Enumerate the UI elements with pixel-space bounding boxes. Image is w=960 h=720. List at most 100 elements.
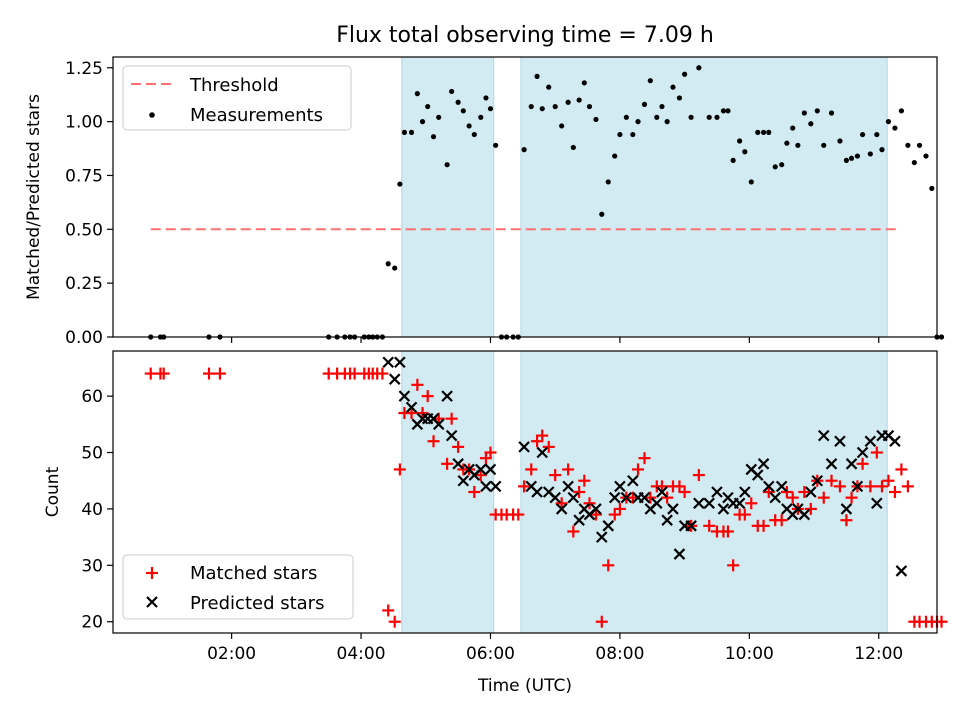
- predicted-star-stroke-b: [398, 390, 411, 402]
- predicted-star-point: [651, 497, 663, 510]
- predicted-star-point: [673, 548, 686, 560]
- measurement-point: [821, 142, 827, 148]
- predicted-star-stroke-b: [578, 503, 591, 515]
- matched-star-point: [703, 519, 716, 532]
- measurement-point: [647, 78, 653, 84]
- predicted-star-stroke-b: [489, 480, 502, 493]
- predicted-star-point: [474, 463, 487, 476]
- predicted-star-stroke-b: [871, 497, 883, 510]
- predicted-star-stroke-b: [798, 508, 811, 521]
- predicted-star-stroke-b: [805, 486, 817, 498]
- matched-star-point: [613, 502, 626, 515]
- matched-star-point: [655, 480, 668, 493]
- predicted-star-stroke-b: [620, 491, 633, 504]
- predicted-star-stroke-b: [673, 548, 686, 560]
- predicted-star-stroke-b: [525, 480, 538, 493]
- matched-star-point: [441, 457, 454, 470]
- measurement-point: [397, 181, 403, 187]
- matched-star-point: [608, 508, 621, 521]
- measurement-point: [670, 84, 676, 90]
- predicted-star-point: [596, 531, 608, 543]
- bottom-axes-frame: [112, 350, 938, 634]
- measurement-point: [808, 121, 814, 127]
- measurement-point: [848, 155, 855, 161]
- predicted-star-stroke-b: [840, 503, 853, 515]
- predicted-star-stroke-b: [405, 401, 418, 414]
- predicted-star-stroke-b: [722, 491, 734, 504]
- measurement-point: [760, 129, 767, 135]
- predicted-star-stroke-b: [851, 480, 864, 493]
- predicted-star-stroke-b: [474, 463, 487, 476]
- predicted-star-stroke-b: [536, 446, 549, 459]
- matched-star-point: [202, 367, 215, 380]
- predicted-star-stroke-b: [531, 486, 543, 498]
- measurement-point: [605, 179, 611, 185]
- matched-star-point: [895, 463, 908, 476]
- measurement-point: [867, 151, 873, 157]
- measurement-point: [706, 114, 712, 120]
- measurement-point: [676, 95, 683, 101]
- measurement-point: [586, 103, 593, 110]
- measurement-point: [885, 119, 892, 125]
- measurement-point: [688, 114, 694, 120]
- predicted-star-stroke-b: [432, 418, 445, 431]
- predicted-star-stroke-b: [693, 497, 705, 510]
- measurement-point: [766, 129, 772, 135]
- measurement-point: [460, 108, 466, 114]
- predicted-star-stroke-b: [394, 356, 406, 369]
- predicted-star-stroke-b: [757, 458, 770, 470]
- predicted-star-stroke-b: [627, 474, 639, 487]
- x-axis-label: Time (UTC): [477, 676, 572, 696]
- y-tick-label: 20: [81, 613, 103, 633]
- predicted-star-point: [441, 390, 453, 402]
- predicted-star-point: [757, 458, 770, 470]
- measurement-point: [814, 108, 820, 114]
- predicted-star-stroke-b: [638, 491, 651, 504]
- predicted-star-stroke-b: [769, 491, 781, 504]
- predicted-star-point: [602, 520, 615, 532]
- matched-star-point: [474, 469, 487, 482]
- matched-star-point: [416, 407, 429, 420]
- measurement-point: [493, 142, 499, 148]
- measurement-point: [801, 110, 807, 116]
- predicted-star-stroke-b: [463, 463, 475, 476]
- matched-star-point: [856, 457, 869, 470]
- matched-star-point: [888, 486, 901, 498]
- measurement-point: [528, 103, 534, 110]
- measurement-point: [385, 261, 391, 267]
- x-tick-label: 06:00: [466, 644, 515, 664]
- measurement-point: [559, 123, 565, 129]
- predicted-star-stroke-b: [382, 356, 395, 369]
- predicted-star-stroke-b: [733, 497, 746, 510]
- measurement-point: [843, 157, 850, 163]
- predicted-star-stroke-b: [452, 458, 464, 470]
- measurement-point: [599, 211, 605, 217]
- shaded-interval-1: [520, 56, 888, 338]
- measurement-point: [570, 144, 576, 151]
- measurement-point: [455, 99, 461, 105]
- measurement-point: [730, 157, 736, 163]
- y-tick-label: 0.00: [65, 328, 103, 348]
- predicted-star-stroke-b: [573, 514, 585, 526]
- predicted-star-stroke-b: [739, 486, 751, 498]
- predicted-star-stroke-b: [864, 435, 877, 448]
- matched-star-point: [875, 480, 888, 493]
- matched-star-point: [804, 502, 817, 515]
- measurement-point: [419, 119, 426, 125]
- measurement-point: [911, 159, 917, 166]
- measurement-point: [612, 153, 618, 159]
- measurement-point: [401, 129, 408, 135]
- predicted-star-stroke-b: [518, 441, 530, 453]
- top-legend-box: [122, 65, 352, 131]
- legend-threshold-label: Threshold: [189, 75, 279, 96]
- predicted-star-stroke-b: [549, 491, 561, 504]
- shaded-interval-0: [401, 56, 495, 338]
- matched-star-point: [738, 508, 751, 521]
- measurement-point: [521, 147, 527, 153]
- matched-star-point: [445, 412, 458, 425]
- predicted-star-stroke-b: [745, 463, 758, 476]
- measurement-point: [916, 142, 923, 148]
- predicted-star-stroke-b: [834, 435, 846, 448]
- predicted-star-point: [489, 480, 502, 493]
- x-tick-label: 04:00: [337, 644, 386, 664]
